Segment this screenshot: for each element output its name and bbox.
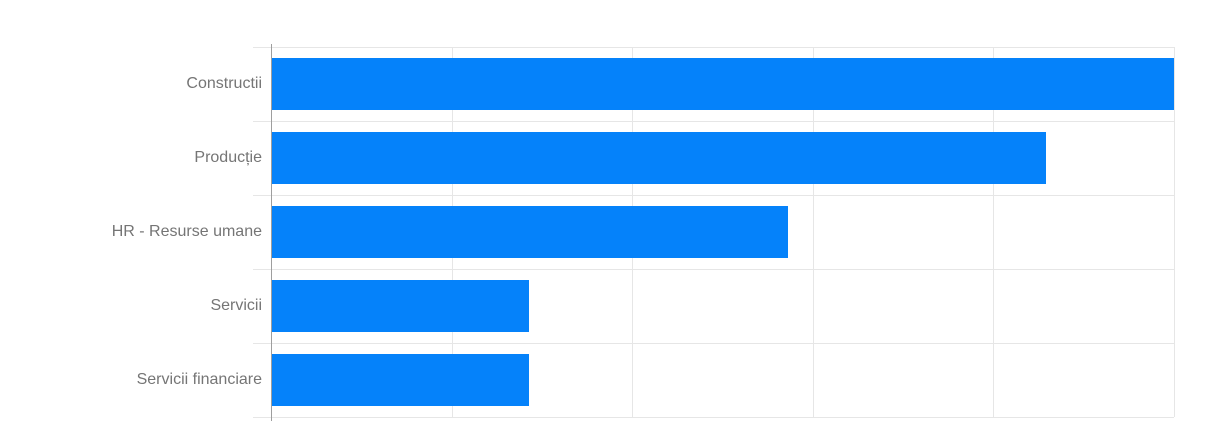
- category-label: Servicii: [210, 297, 262, 314]
- gridline-horizontal: [253, 269, 1174, 270]
- bar-servicii-financiare[interactable]: [272, 354, 529, 406]
- category-label: Servicii financiare: [136, 371, 262, 388]
- category-label: Constructii: [186, 75, 262, 92]
- plot-area: [253, 44, 1175, 421]
- category-label: HR - Resurse umane: [111, 223, 262, 240]
- gridline-horizontal: [253, 47, 1174, 48]
- gridline-vertical: [993, 47, 994, 417]
- gridline-vertical: [813, 47, 814, 417]
- bar-constructii[interactable]: [272, 58, 1174, 110]
- gridline-horizontal: [253, 121, 1174, 122]
- category-label: Producție: [194, 149, 262, 166]
- bar-hr-resurse-umane[interactable]: [272, 206, 788, 258]
- bar-producție[interactable]: [272, 132, 1046, 184]
- gridline-horizontal: [253, 417, 1174, 418]
- bar-servicii[interactable]: [272, 280, 529, 332]
- gridline-vertical: [1174, 47, 1175, 417]
- gridline-horizontal: [253, 195, 1174, 196]
- gridline-horizontal: [253, 343, 1174, 344]
- baseline-axis: [271, 44, 272, 421]
